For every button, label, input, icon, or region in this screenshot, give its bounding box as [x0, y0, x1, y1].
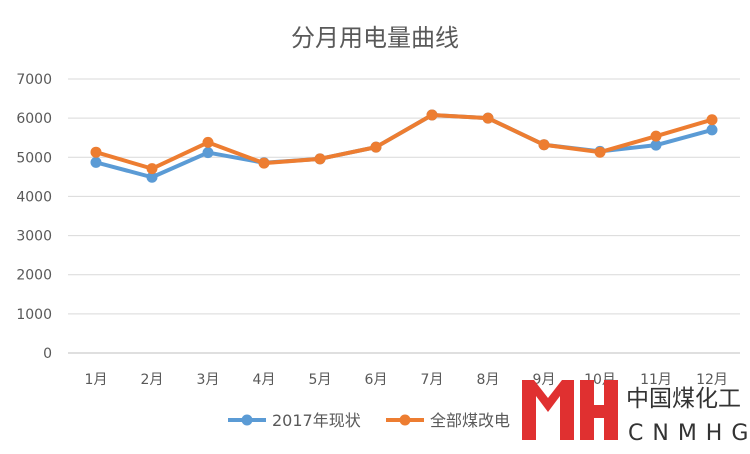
y-tick-label: 2000 — [16, 268, 52, 284]
data-point — [202, 136, 214, 148]
data-point — [706, 124, 718, 136]
y-tick-label: 3000 — [16, 229, 52, 245]
x-tick-label: 6月 — [365, 372, 388, 388]
x-tick-label: 11月 — [640, 372, 672, 388]
legend-label: 全部煤改电 — [430, 411, 510, 430]
y-tick-label: 4000 — [16, 189, 52, 205]
legend-marker — [241, 414, 253, 426]
y-tick-label: 5000 — [16, 150, 52, 166]
x-tick-label: 4月 — [253, 372, 276, 388]
data-point — [202, 147, 214, 159]
watermark-brand-en: CNMHG — [628, 421, 750, 446]
data-point — [370, 141, 382, 153]
data-point — [258, 157, 270, 169]
chart-title: 分月用电量曲线 — [291, 24, 459, 52]
x-tick-label: 12月 — [696, 372, 728, 388]
x-tick-label: 3月 — [197, 372, 220, 388]
gridlines — [68, 78, 740, 354]
y-axis: 0 1000 2000 3000 4000 5000 6000 7000 — [16, 72, 52, 362]
y-tick-label: 1000 — [16, 307, 52, 323]
data-point — [90, 156, 102, 168]
data-point — [594, 146, 606, 158]
x-tick-label: 1月 — [85, 372, 108, 388]
data-point — [146, 163, 158, 175]
data-point — [482, 112, 494, 124]
x-tick-label: 7月 — [421, 372, 444, 388]
y-tick-label: 0 — [43, 346, 52, 362]
x-tick-label: 8月 — [477, 372, 500, 388]
x-tick-label: 5月 — [309, 372, 332, 388]
legend-marker — [399, 414, 411, 426]
x-tick-label: 9月 — [533, 372, 556, 388]
legend: 2017年现状 全部煤改电 — [228, 411, 510, 430]
data-point — [538, 139, 550, 151]
data-point — [426, 109, 438, 121]
data-point — [650, 130, 662, 142]
logo-mark-left — [522, 380, 574, 440]
series-2 — [90, 109, 718, 175]
legend-label: 2017年现状 — [272, 411, 361, 430]
y-tick-label: 7000 — [16, 72, 52, 88]
data-point — [706, 114, 718, 126]
watermark-logo: 中国煤化工 CNMHG — [522, 380, 750, 446]
series-line — [94, 113, 714, 171]
watermark-brand-cn: 中国煤化工 — [626, 386, 741, 412]
data-point — [650, 139, 662, 151]
logo-mark-right — [580, 380, 618, 440]
data-point — [90, 146, 102, 158]
series-group — [90, 109, 718, 183]
y-tick-label: 6000 — [16, 111, 52, 127]
x-tick-label: 2月 — [141, 372, 164, 388]
data-point — [146, 171, 158, 183]
data-point — [314, 153, 326, 165]
